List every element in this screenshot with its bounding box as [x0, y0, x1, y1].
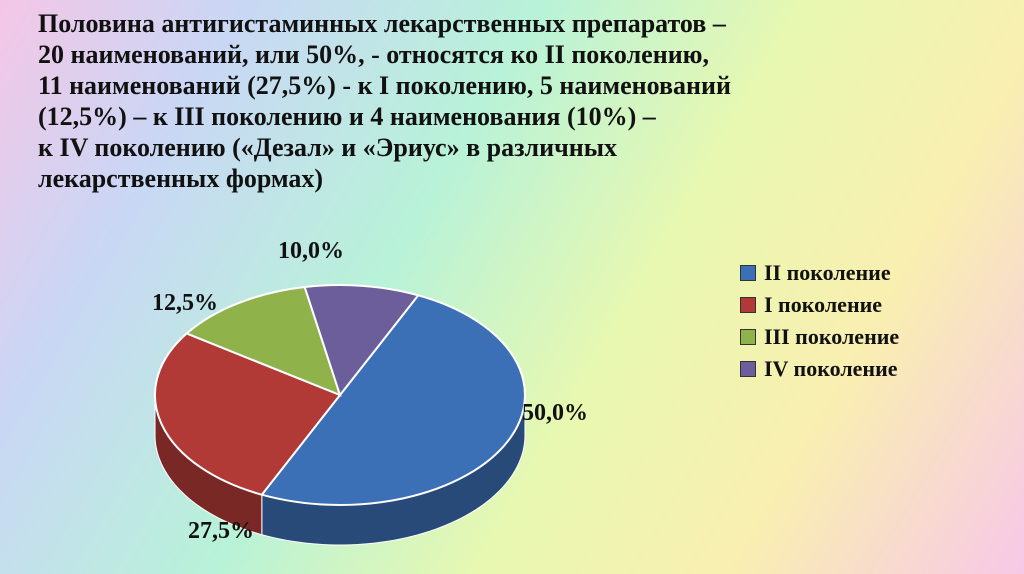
legend-label: II поколение — [764, 260, 891, 286]
pie-data-label: 27,5% — [188, 518, 254, 545]
pie-data-label: 50,0% — [522, 400, 588, 427]
legend-swatch — [740, 361, 756, 377]
legend-label: IV поколение — [764, 356, 898, 382]
legend: II поколение I поколение III поколение I… — [740, 260, 899, 388]
legend-item: II поколение — [740, 260, 899, 286]
legend-swatch — [740, 329, 756, 345]
legend-label: I поколение — [764, 292, 882, 318]
legend-swatch — [740, 265, 756, 281]
legend-swatch — [740, 297, 756, 313]
legend-item: IV поколение — [740, 356, 899, 382]
pie-data-label: 12,5% — [152, 290, 218, 317]
slide-background: Половина антигистаминных лекарственных п… — [0, 0, 1024, 574]
legend-label: III поколение — [764, 324, 899, 350]
pie-data-label: 10,0% — [278, 238, 344, 265]
legend-item: I поколение — [740, 292, 899, 318]
legend-item: III поколение — [740, 324, 899, 350]
